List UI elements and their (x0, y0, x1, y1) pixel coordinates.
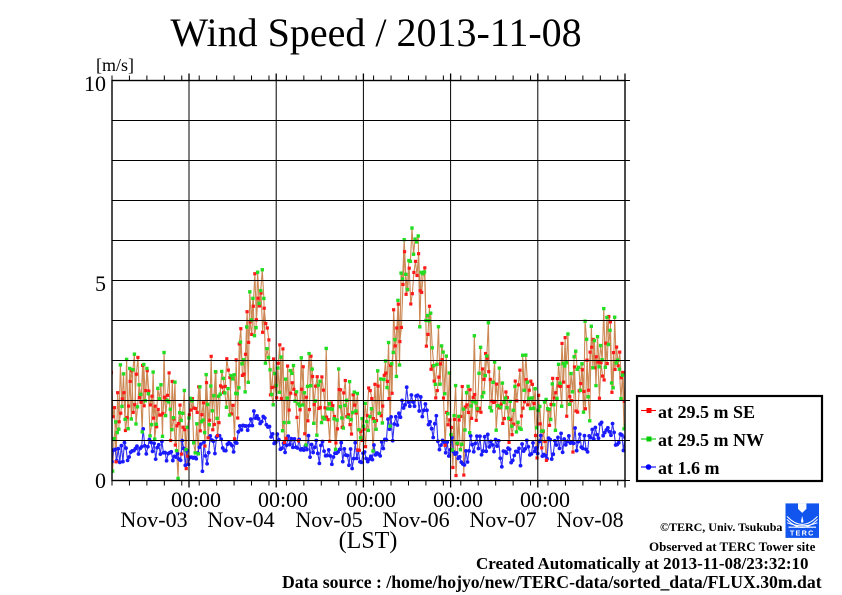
svg-text:TERC: TERC (790, 528, 815, 537)
